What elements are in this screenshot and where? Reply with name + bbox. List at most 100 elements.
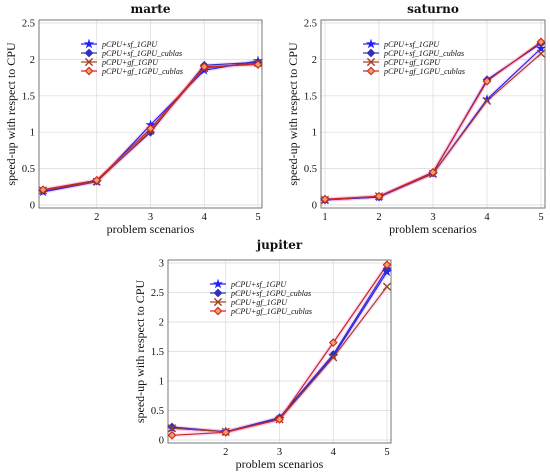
legend-item: pCPU+gf_1GPU_cublas — [363, 66, 465, 76]
x-tick-label: 1 — [322, 212, 327, 223]
y-tick-label: 0 — [159, 436, 164, 447]
y-tick-label: 2 — [30, 55, 35, 66]
x-axis-label: problem scenarios — [236, 457, 324, 471]
data-point — [482, 76, 492, 86]
legend-marker — [213, 306, 223, 316]
chart-title: marte — [131, 2, 171, 16]
legend-item: pCPU+gf_1GPU — [363, 58, 441, 67]
x-tick-label: 2 — [223, 447, 228, 458]
y-tick-label: 0.5 — [22, 164, 35, 175]
legend-item: pCPU+sf_1GPU — [210, 278, 287, 289]
y-tick-label: 0.5 — [304, 164, 317, 175]
legend-label: pCPU+gf_1GPU_cublas — [101, 67, 183, 76]
plot-frame — [320, 19, 546, 209]
y-tick-label: 2.5 — [304, 19, 317, 30]
data-point — [92, 175, 102, 185]
data-point — [221, 427, 231, 437]
x-tick-label: 2 — [94, 212, 99, 223]
y-tick-label: 1 — [159, 377, 164, 388]
legend-label: pCPU+sf_1GPU_cublas — [383, 49, 464, 58]
legend-item: pCPU+gf_1GPU_cublas — [81, 66, 183, 76]
x-tick-label: 5 — [384, 447, 389, 458]
legend-label: pCPU+gf_1GPU — [230, 298, 288, 307]
data-point — [535, 43, 547, 53]
y-tick-label: 2.5 — [151, 288, 164, 299]
data-point — [482, 96, 492, 105]
y-axis-label: speed-up with respect to CPU — [4, 42, 18, 186]
y-tick-label: 0 — [30, 201, 35, 212]
data-point — [253, 60, 263, 69]
data-point — [320, 194, 330, 204]
data-point — [38, 185, 48, 195]
y-tick-label: 1.5 — [304, 91, 317, 102]
y-tick-label: 1.5 — [151, 347, 164, 358]
legend-label: pCPU+gf_1GPU — [101, 58, 159, 67]
legend-item: pCPU+gf_1GPU_cublas — [210, 306, 312, 316]
y-tick-label: 2.5 — [22, 19, 35, 30]
legend-item: pCPU+sf_1GPU_cublas — [81, 48, 182, 58]
legend-label: pCPU+gf_1GPU_cublas — [230, 307, 312, 316]
legend-marker — [366, 57, 376, 67]
x-tick-label: 3 — [148, 212, 153, 223]
x-axis-label: problem scenarios — [389, 222, 477, 236]
x-axis-label: problem scenarios — [107, 222, 195, 236]
legend-marker — [84, 57, 94, 67]
legend-item: pCPU+gf_1GPU — [81, 58, 159, 67]
chart-title: saturno — [407, 2, 459, 16]
data-point — [329, 353, 338, 362]
data-point — [428, 167, 438, 177]
x-tick-label: 3 — [277, 447, 282, 458]
y-tick-label: 1 — [312, 128, 317, 139]
y-tick-label: 3 — [159, 259, 164, 270]
legend-marker — [84, 66, 94, 76]
chart-jupiter: 0 0.5 1 1.5 2 2.5 3 2 3 4 5 jupiter problem scenario… — [133, 238, 393, 471]
data-point — [536, 49, 546, 58]
data-point — [328, 338, 338, 348]
data-point — [536, 37, 546, 47]
legend-marker — [365, 38, 377, 49]
legend-label: pCPU+sf_1GPU — [230, 280, 287, 289]
data-point — [167, 430, 177, 440]
data-point — [167, 424, 177, 433]
data-point — [199, 62, 209, 72]
legend-item: pCPU+sf_1GPU_cublas — [210, 288, 311, 298]
legend-label: pCPU+sf_1GPU — [383, 40, 440, 49]
legend-marker — [213, 297, 223, 307]
x-tick-label: 2 — [376, 212, 381, 223]
y-tick-label: 0.5 — [151, 406, 164, 417]
legend-marker — [366, 48, 376, 58]
plot-frame — [38, 19, 263, 209]
y-axis-label: speed-up with respect to CPU — [133, 280, 147, 424]
legend-item: pCPU+sf_1GPU — [363, 38, 440, 49]
x-tick-label: 5 — [255, 212, 260, 223]
y-tick-label: 1.5 — [22, 91, 35, 102]
data-point — [382, 260, 392, 270]
y-axis-label: speed-up with respect to CPU — [286, 42, 300, 186]
legend-item: pCPU+gf_1GPU — [210, 298, 288, 307]
legend-label: pCPU+gf_1GPU_cublas — [383, 67, 465, 76]
data-point — [374, 191, 384, 201]
legend-item: pCPU+sf_1GPU_cublas — [363, 48, 464, 58]
legend-marker — [84, 48, 94, 58]
chart-title: jupiter — [256, 238, 303, 252]
chart-marte: 0 0.5 1 1.5 2 2.5 2 3 4 5 marte problem scenarios sp… — [4, 2, 264, 236]
data-point — [275, 414, 284, 424]
legend-label: pCPU+sf_1GPU — [101, 40, 158, 49]
legend-item: pCPU+sf_1GPU — [81, 38, 158, 49]
data-point — [146, 124, 155, 133]
legend-marker — [366, 66, 376, 76]
y-tick-label: 0 — [312, 201, 317, 212]
x-tick-label: 4 — [202, 212, 208, 223]
data-point — [382, 282, 392, 291]
legend-label: pCPU+sf_1GPU_cublas — [101, 49, 182, 58]
plot-frame — [167, 259, 392, 444]
y-tick-label: 2 — [159, 318, 164, 329]
y-tick-label: 2 — [312, 55, 317, 66]
x-tick-label: 4 — [484, 212, 490, 223]
chart-saturno: 0 0.5 1 1.5 2 2.5 1 2 3 4 5 saturno problem scenario… — [286, 2, 547, 236]
legend-marker — [212, 278, 224, 289]
legend-marker — [83, 38, 95, 49]
legend-marker — [213, 288, 223, 298]
x-tick-label: 3 — [430, 212, 435, 223]
